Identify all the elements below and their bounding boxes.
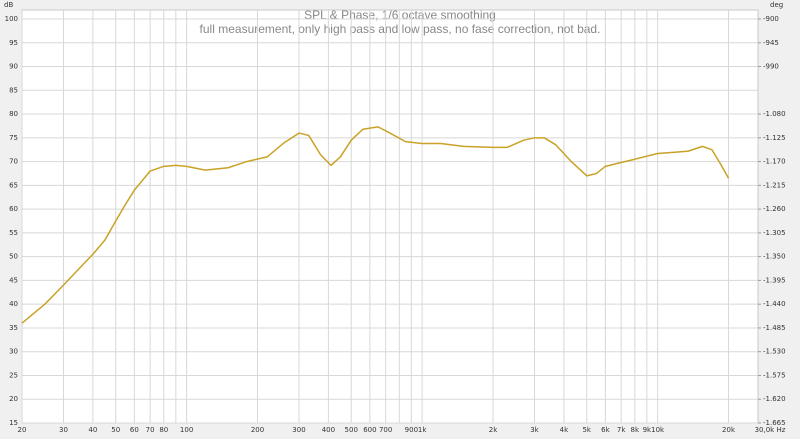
y2-tick-label: -1.125 [763, 134, 786, 142]
y2-tick-label: -1.305 [763, 229, 786, 237]
y-tick-label: 70 [9, 158, 18, 166]
y2-tick-label: -1.215 [763, 181, 786, 189]
y-tick-label: 90 [9, 63, 18, 71]
x-tick-label: 700 [379, 426, 392, 434]
y-tick-label: 60 [9, 205, 18, 213]
y2-tick-label: -1.665 [763, 419, 786, 427]
chart-subtitle: full measurement, only high pass and low… [200, 22, 601, 36]
x-tick-label: 9k [643, 426, 652, 434]
y2-tick-label: -1.170 [763, 158, 786, 166]
y-tick-label: 75 [9, 134, 18, 142]
y2-tick-label: -990 [763, 63, 779, 71]
y2-tick-label: -1.485 [763, 324, 786, 332]
plot-area [21, 9, 759, 424]
y-tick-label: 30 [9, 348, 18, 356]
y2-tick-label: -1.575 [763, 371, 786, 379]
y2-tick-label: -1.620 [763, 395, 786, 403]
x-tick-label: 100 [180, 426, 193, 434]
y-tick-label: 55 [9, 229, 18, 237]
y2-tick-label: -1.350 [763, 253, 786, 261]
y-tick-label: 95 [9, 39, 18, 47]
y-tick-label: 15 [9, 419, 18, 427]
y-tick-label: 85 [9, 86, 18, 94]
x-tick-label: 40 [88, 426, 97, 434]
x-tick-label: 70 [146, 426, 155, 434]
y-axis-label: dB [4, 1, 13, 9]
y-tick-label: 80 [9, 110, 18, 118]
x-tick-label: 600 [363, 426, 376, 434]
x-tick-label: 1k [418, 426, 427, 434]
x-tick-label: 20 [18, 426, 27, 434]
y-tick-label: 50 [9, 253, 18, 261]
x-tick-label: 10k [651, 426, 665, 434]
y2-tick-label: -945 [763, 39, 779, 47]
x-tick-label: 900 [405, 426, 418, 434]
y-tick-label: 25 [9, 371, 18, 379]
y-tick-label: 45 [9, 276, 18, 284]
x-tick-label: 6k [601, 426, 610, 434]
x-tick-label: 30,0k Hz [755, 426, 786, 434]
x-tick-label: 50 [111, 426, 120, 434]
y-tick-label: 20 [9, 395, 18, 403]
x-tick-label: 20k [722, 426, 736, 434]
y2-tick-label: -1.440 [763, 300, 786, 308]
y2-tick-label: -1.530 [763, 348, 786, 356]
x-tick-label: 2k [489, 426, 498, 434]
x-tick-label: 3k [530, 426, 539, 434]
y-tick-label: 40 [9, 300, 18, 308]
x-tick-label: 200 [251, 426, 264, 434]
x-tick-label: 400 [322, 426, 335, 434]
y2-tick-label: -1.395 [763, 276, 786, 284]
x-tick-label: 500 [345, 426, 358, 434]
y2-tick-label: -900 [763, 15, 779, 23]
x-tick-label: 300 [292, 426, 305, 434]
x-tick-label: 8k [631, 426, 640, 434]
x-tick-label: 7k [617, 426, 626, 434]
x-tick-label: 80 [159, 426, 168, 434]
y-tick-label: 35 [9, 324, 18, 332]
x-tick-label: 4k [560, 426, 569, 434]
y-tick-label: 65 [9, 181, 18, 189]
x-tick-label: 30 [59, 426, 68, 434]
x-tick-label: 60 [130, 426, 139, 434]
chart-title: SPL & Phase, 1/6 octave smoothing [304, 8, 496, 22]
x-tick-label: 5k [582, 426, 591, 434]
y2-tick-label: -1.260 [763, 205, 786, 213]
y2-tick-label: -1.080 [763, 110, 786, 118]
line-series [21, 126, 730, 324]
y2-axis-label: deg [770, 1, 783, 9]
y-tick-label: 100 [5, 15, 18, 23]
